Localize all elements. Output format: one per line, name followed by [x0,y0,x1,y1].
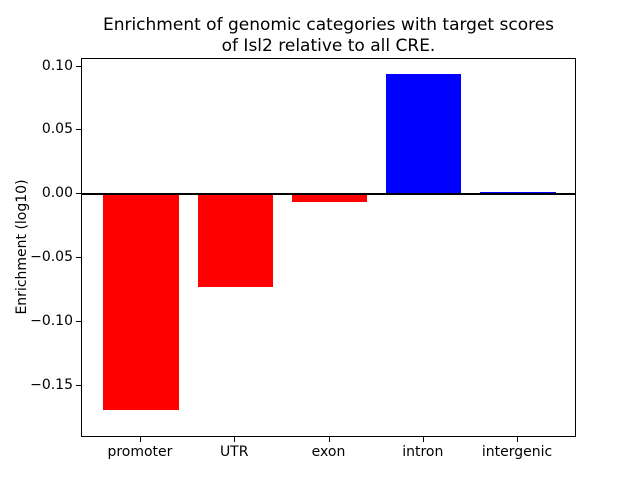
y-tick-mark [76,129,81,131]
zero-line [82,193,575,196]
bar-promoter [103,194,179,410]
y-tick-label: 0.00 [41,185,73,202]
y-tick-label: −0.10 [30,312,73,329]
y-tick-label: 0.05 [41,121,73,138]
x-tick-label-intron: intron [402,444,444,460]
bar-exon [291,194,368,202]
y-tick-mark [76,193,81,195]
plot-area [81,58,576,437]
x-tick-mark [139,437,141,442]
y-tick-mark [76,257,81,259]
y-tick-label: −0.05 [30,249,73,266]
x-tick-mark [422,437,424,442]
chart-title: Enrichment of genomic categories with ta… [102,15,555,56]
x-tick-mark [517,437,519,442]
x-tick-label-UTR: UTR [219,444,249,460]
bar-intron [386,74,462,195]
bar-intergenic [480,191,556,195]
bar-UTR [197,194,273,288]
y-tick-label: 0.10 [41,57,73,74]
x-tick-label-promoter: promoter [107,444,173,460]
x-tick-mark [234,437,236,442]
y-tick-mark [76,65,81,67]
x-tick-label-exon: exon [311,444,346,460]
y-tick-label: −0.15 [30,376,73,393]
y-tick-mark [76,320,81,322]
x-tick-mark [328,437,330,442]
x-tick-label-intergenic: intergenic [481,444,553,460]
y-tick-mark [76,384,81,386]
